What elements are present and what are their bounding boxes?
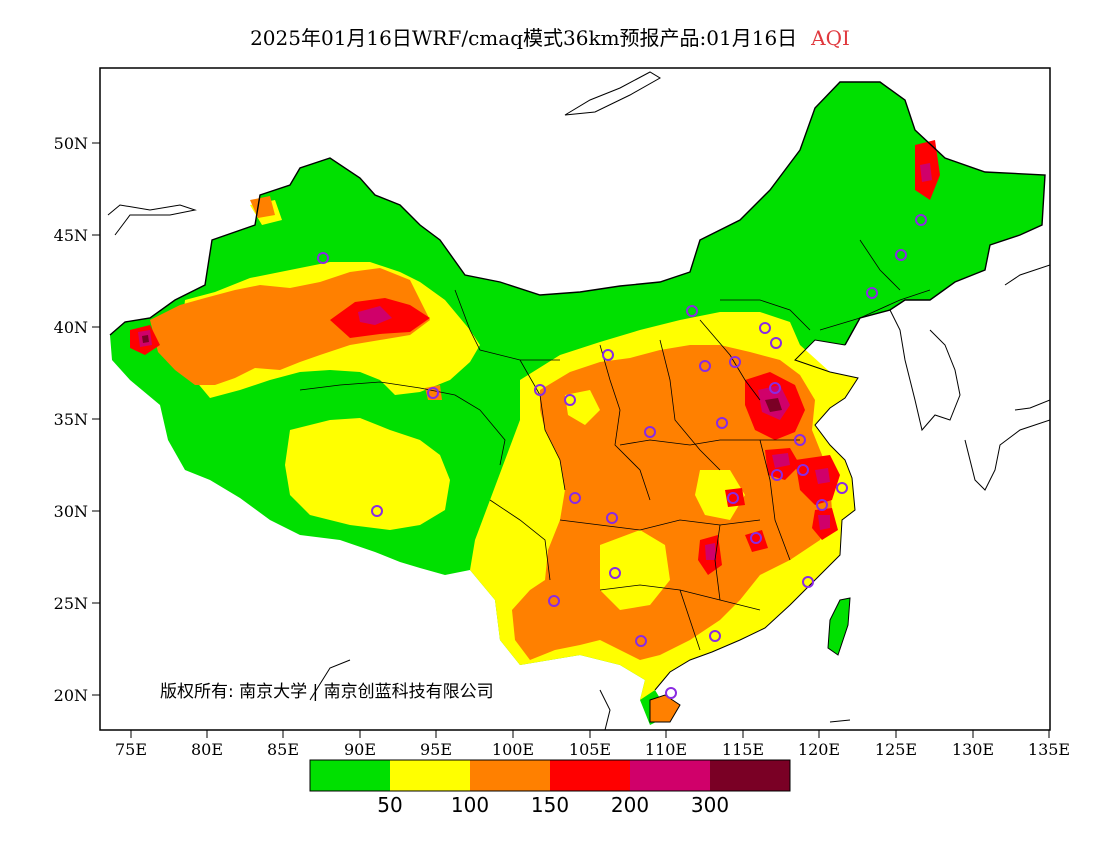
lat-label-50n: 50N <box>54 134 88 153</box>
lon-label-110e: 110E <box>645 740 687 759</box>
colorbar-swatch-2 <box>390 760 470 791</box>
title-main: 2025年01月16日WRF/cmaq模式36km预报产品:01月16日 <box>250 26 798 50</box>
colorbar-swatch-4 <box>550 760 630 791</box>
colorbar-swatch-6 <box>710 760 790 791</box>
colorbar-label-300: 300 <box>691 793 729 817</box>
colorbar-border <box>309 759 791 792</box>
lon-label-100e: 100E <box>492 740 534 759</box>
lat-label-30n: 30N <box>54 502 88 521</box>
city-markers <box>317 214 927 699</box>
lon-labels: 75E 80E 85E 90E 95E 100E 105E 110E 115E … <box>115 740 1070 759</box>
lon-label-105e: 105E <box>569 740 611 759</box>
region-yellow-inner <box>565 390 745 610</box>
colorbar-label-100: 100 <box>451 793 489 817</box>
taiwan <box>827 597 851 656</box>
colorbar: 50 100 150 200 300 <box>309 759 791 817</box>
lon-label-80e: 80E <box>191 740 223 759</box>
colorbar-swatch-3 <box>470 760 550 791</box>
map-frame-border <box>99 67 1051 731</box>
lon-label-75e: 75E <box>115 740 147 759</box>
lon-label-120e: 120E <box>798 740 840 759</box>
copyright-text: 版权所有: 南京大学 | 南京创蓝科技有限公司 <box>160 682 494 702</box>
colorbar-swatch-1 <box>310 760 390 791</box>
lat-label-20n: 20N <box>54 686 88 705</box>
lon-label-115e: 115E <box>722 740 764 759</box>
lat-axis <box>92 142 100 696</box>
lat-label-25n: 25N <box>54 594 88 613</box>
colorbar-label-200: 200 <box>611 793 649 817</box>
coastlines <box>107 71 1050 730</box>
lon-axis <box>130 730 1050 738</box>
lon-label-95e: 95E <box>420 740 452 759</box>
china-border <box>109 81 1046 346</box>
title-variable: AQI <box>811 26 850 50</box>
colorbar-label-150: 150 <box>531 793 569 817</box>
lat-labels: 50N 45N 40N 35N 30N 25N 20N <box>54 134 88 705</box>
map-content <box>107 71 1050 730</box>
lat-label-40n: 40N <box>54 318 88 337</box>
colorbar-swatch-5 <box>630 760 710 791</box>
colorbar-label-50: 50 <box>377 793 402 817</box>
hainan <box>649 694 681 723</box>
province-boundaries <box>299 239 931 651</box>
lat-label-45n: 45N <box>54 226 88 245</box>
lat-label-35n: 35N <box>54 410 88 429</box>
map-title: 2025年01月16日WRF/cmaq模式36km预报产品:01月16日 AQI <box>0 22 1100 51</box>
lon-label-135e: 135E <box>1028 740 1070 759</box>
lon-label-85e: 85E <box>267 740 299 759</box>
lon-label-130e: 130E <box>952 740 994 759</box>
lon-label-90e: 90E <box>344 740 376 759</box>
lon-label-125e: 125E <box>875 740 917 759</box>
